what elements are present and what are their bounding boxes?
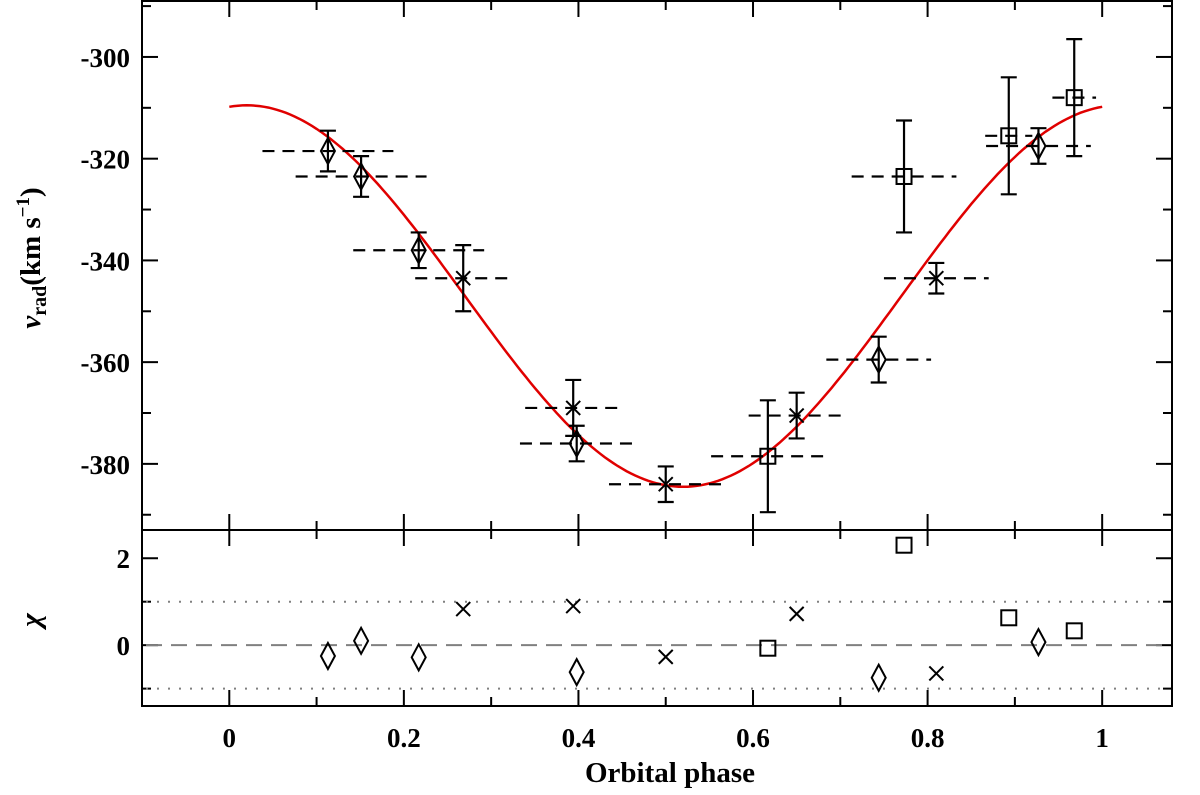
y-label-unit: (km s (15, 217, 47, 285)
rv-marker-cross (658, 476, 674, 492)
rv-marker-square (759, 447, 777, 465)
top-y-tick-label: -300 (81, 43, 131, 73)
rv-point (353, 231, 485, 270)
rv-marker-cross (455, 270, 471, 286)
top-y-tick-label: -360 (81, 348, 131, 378)
residual-point (928, 665, 945, 682)
residual-marker-cross (788, 606, 805, 622)
y-axis-label-top: vrad(km s−1) (13, 187, 51, 328)
residual-point (568, 656, 585, 688)
rv-point (985, 76, 1033, 196)
rv-marker-cross (788, 407, 805, 424)
residual-point (1030, 627, 1047, 658)
residual-marker-square (1065, 622, 1083, 640)
bottom-y-tick-label: 2 (117, 544, 131, 574)
residual-point (759, 639, 777, 657)
bottom-y-tick-label: 0 (117, 631, 131, 661)
residual-point (352, 625, 370, 656)
bottom-plot-frame (141, 529, 1173, 707)
rv-marker-square (895, 167, 913, 185)
residual-marker-square (759, 639, 777, 657)
residual-point (565, 598, 581, 614)
x-tick-label: 0.2 (387, 723, 421, 753)
top-y-tick-label: -320 (81, 145, 131, 175)
rv-point (1052, 38, 1097, 158)
x-tick-label: 0.8 (911, 723, 945, 753)
rv-point (608, 465, 723, 504)
rv-point (295, 155, 427, 198)
residual-point (410, 642, 427, 673)
y-label-close: ) (15, 187, 47, 197)
rv-point (851, 119, 957, 234)
x-tick-label: 0.4 (562, 723, 596, 753)
residual-point (788, 606, 805, 622)
rv-point (262, 129, 394, 173)
x-tick-label: 0.6 (736, 723, 770, 753)
rv-point (519, 424, 634, 463)
rv-marker-cross (928, 270, 945, 286)
residual-marker-diamond (870, 662, 887, 693)
rv-marker-diamond (568, 428, 585, 459)
y-axis-label-bottom: χ (15, 613, 47, 631)
residual-marker-diamond (352, 625, 370, 656)
residual-point (658, 649, 674, 665)
residual-point (1000, 609, 1018, 627)
rv-point (415, 244, 512, 313)
rv-marker-diamond (410, 235, 427, 266)
rv-marker-square (1065, 89, 1083, 107)
rv-marker-square (1000, 127, 1018, 145)
y-label-exponent: −1 (13, 197, 34, 217)
rv-point (711, 399, 825, 514)
residual-marker-square (1000, 609, 1018, 627)
rv-marker-diamond (319, 135, 337, 167)
rv-marker-diamond (1030, 130, 1047, 162)
top-y-tick-label: -380 (81, 450, 131, 480)
y-label-symbol: v (15, 315, 47, 329)
rv-point (748, 391, 845, 440)
x-tick-label: 0 (223, 723, 237, 753)
residual-marker-square (895, 536, 913, 554)
residual-marker-diamond (410, 642, 427, 673)
bottom-panel: 0 0.2 0.4 0.6 0.8 1 0 2 (117, 529, 1173, 753)
rv-point (883, 261, 989, 295)
residual-marker-diamond (568, 656, 585, 688)
x-tick-label: 1 (1095, 723, 1109, 753)
residual-point (895, 536, 913, 554)
residual-point (870, 662, 887, 693)
residual-marker-diamond (319, 640, 337, 672)
residual-point (319, 640, 337, 672)
data-marks (229, 38, 1103, 693)
residual-marker-cross (565, 598, 581, 614)
axis-labels: Orbital phase vrad(km s−1) χ (13, 187, 755, 789)
x-axis-label: Orbital phase (585, 757, 755, 789)
rv-marker-diamond (352, 161, 370, 192)
rv-marker-diamond (870, 344, 887, 375)
top-plot-frame (141, 0, 1173, 531)
top-y-tick-label: -340 (81, 246, 131, 276)
rv-marker-cross (565, 400, 581, 416)
residual-point (1065, 622, 1083, 640)
rv-point (525, 378, 622, 437)
residual-marker-cross (928, 665, 945, 682)
rv-point (826, 335, 932, 384)
residual-marker-diamond (1030, 627, 1047, 658)
residual-marker-cross (658, 649, 674, 665)
residual-marker-cross (455, 601, 471, 617)
y-label-subscript: rad (29, 286, 51, 316)
residual-point (455, 601, 471, 617)
